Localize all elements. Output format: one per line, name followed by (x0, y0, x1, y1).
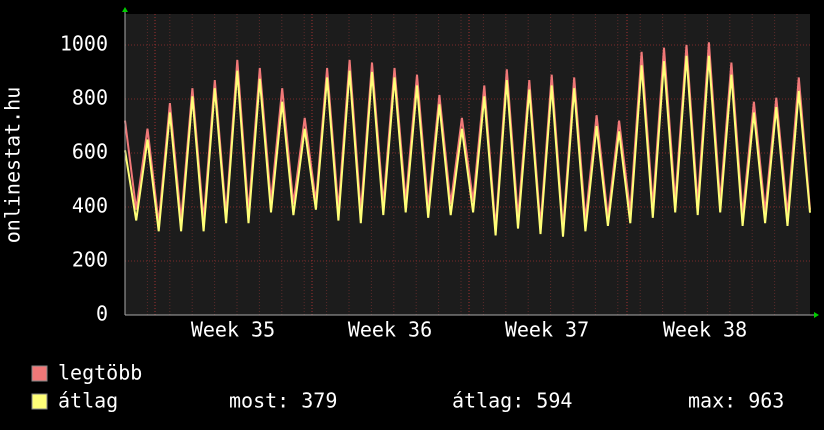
legend-swatch (31, 365, 48, 382)
axis-arrow (814, 312, 819, 318)
y-tick-label: 400 (72, 194, 108, 218)
lines (124, 42, 811, 237)
legend-label: legtöbb (58, 361, 142, 385)
axis-arrow (122, 7, 128, 12)
legend-label: átlag (58, 389, 118, 413)
y-axis-title: onlinestat.hu (1, 87, 25, 244)
legend-stat: max: 963 (688, 389, 784, 413)
legend-stat: átlag: 594 (452, 389, 572, 413)
x-tick-label: Week 36 (348, 318, 432, 342)
series-line (124, 55, 811, 237)
y-tick-label: 600 (72, 140, 108, 164)
legend-swatch (31, 393, 48, 410)
x-tick-label: Week 35 (191, 318, 275, 342)
legend-stat: most: 379 (229, 389, 337, 413)
x-tick-label: Week 38 (663, 318, 747, 342)
y-tick-label: 800 (72, 86, 108, 110)
y-tick-label: 200 (72, 248, 108, 272)
y-tick-label: 1000 (60, 32, 108, 56)
y-tick-label: 0 (96, 302, 108, 326)
x-tick-label: Week 37 (505, 318, 589, 342)
